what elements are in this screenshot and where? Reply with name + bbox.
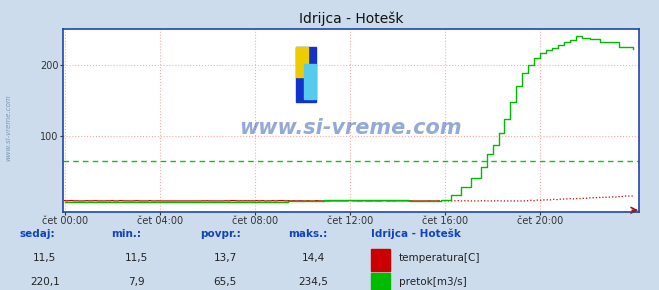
Text: Idrijca - Hotešk: Idrijca - Hotešk [370, 229, 461, 239]
Bar [304, 64, 316, 99]
Bar [296, 47, 316, 102]
Text: 220,1: 220,1 [30, 278, 60, 287]
Title: Idrijca - Hotešk: Idrijca - Hotešk [299, 12, 403, 26]
Text: 14,4: 14,4 [302, 253, 326, 263]
Text: pretok[m3/s]: pretok[m3/s] [399, 278, 467, 287]
Text: 7,9: 7,9 [129, 278, 145, 287]
Text: 11,5: 11,5 [125, 253, 148, 263]
Text: sedaj:: sedaj: [20, 229, 55, 239]
Text: www.si-vreme.com: www.si-vreme.com [240, 118, 462, 138]
Text: min.:: min.: [111, 229, 141, 239]
Bar [370, 249, 389, 271]
Text: 65,5: 65,5 [214, 278, 237, 287]
Text: www.si-vreme.com: www.si-vreme.com [5, 94, 11, 161]
Text: povpr.:: povpr.: [200, 229, 241, 239]
Text: 13,7: 13,7 [214, 253, 237, 263]
Text: temperatura[C]: temperatura[C] [399, 253, 480, 263]
Bar [370, 273, 389, 290]
Text: 11,5: 11,5 [33, 253, 57, 263]
Text: maks.:: maks.: [289, 229, 328, 239]
Bar [296, 47, 308, 77]
Text: 234,5: 234,5 [299, 278, 329, 287]
